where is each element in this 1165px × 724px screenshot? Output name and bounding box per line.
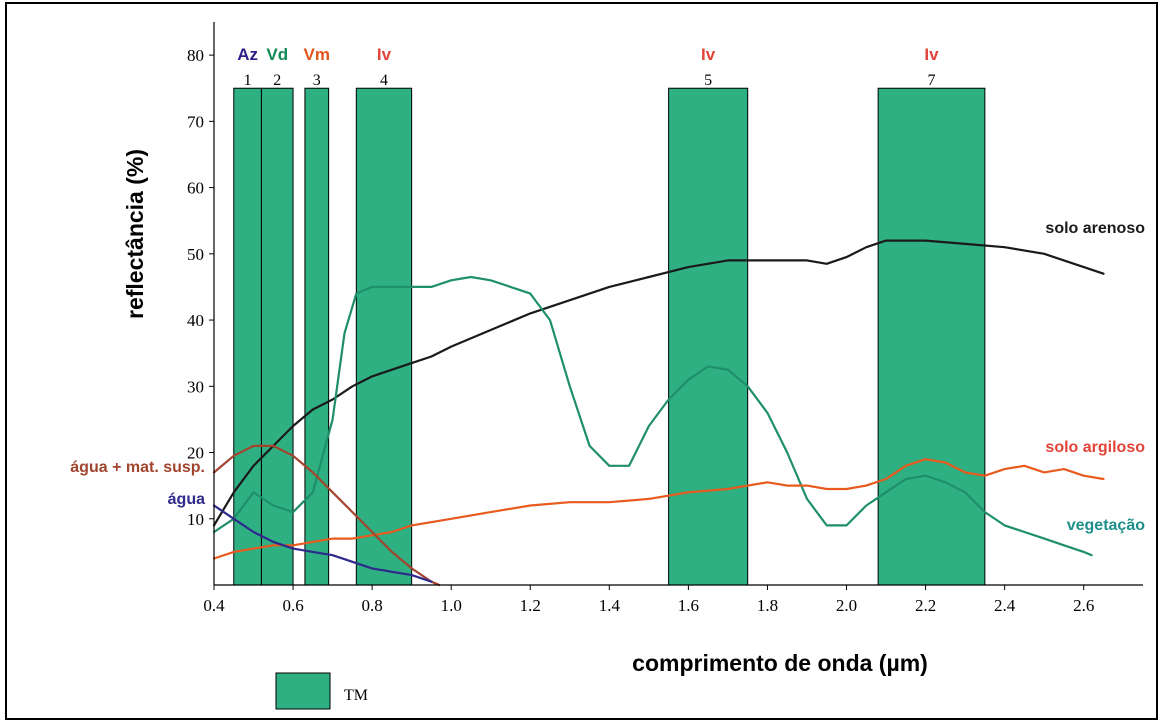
- x-tick-label: 1.2: [520, 596, 541, 615]
- x-tick-label: 0.4: [203, 596, 225, 615]
- x-tick-label: 1.4: [599, 596, 621, 615]
- axes-layer: [213, 22, 1143, 586]
- band-number-4: 4: [380, 72, 388, 89]
- y-tick-label: 50: [187, 245, 204, 264]
- tm-band-4: [355, 87, 413, 586]
- y-tick-label: 70: [187, 112, 204, 131]
- tm-band-7: [877, 87, 986, 586]
- band-number-2: 2: [273, 72, 281, 89]
- band-code-7: Iv: [924, 45, 939, 64]
- tm-band-3: [304, 87, 330, 586]
- y-tick-label: 60: [187, 179, 204, 198]
- band-code-1: Az: [237, 45, 258, 64]
- y-axis-label: reflectância (%): [122, 149, 148, 319]
- legend-label: TM: [344, 687, 368, 704]
- band-labels-layer: Az 1 Vd 2 Vm 3 Iv 4 Iv 5 Iv 7: [237, 45, 939, 89]
- series-line-vegetacao: [212, 275, 1093, 557]
- x-tick-label: 1.8: [757, 596, 778, 615]
- series-labels-layer: solo arenoso solo argiloso vegetação água +…: [70, 220, 1145, 534]
- bands-layer: [233, 87, 986, 586]
- x-tick-label: 0.6: [282, 596, 303, 615]
- y-tick-label: 30: [187, 377, 204, 396]
- band-code-5: Iv: [701, 45, 716, 64]
- band-code-2: Vd: [266, 45, 288, 64]
- series-label-agua-mat-susp: água + mat. susp.: [70, 459, 205, 476]
- x-tick-label: 2.4: [994, 596, 1016, 615]
- reflectance-chart: 0.4 0.6 0.8 1.0 1.2 1.4 1.6 1.8 2.0 2.2 2.4 2.6 10 20…: [70, 22, 1145, 710]
- series-label-solo-argiloso: solo argiloso: [1045, 439, 1145, 456]
- series-label-solo-arenoso: solo arenoso: [1045, 220, 1145, 237]
- legend-swatch: [275, 672, 331, 710]
- x-tick-label: 1.0: [441, 596, 462, 615]
- x-tick-label: 2.0: [836, 596, 857, 615]
- band-code-4: Iv: [377, 45, 392, 64]
- band-number-1: 1: [244, 72, 252, 89]
- y-tick-label: 10: [187, 510, 204, 529]
- y-tick-label: 40: [187, 311, 204, 330]
- x-tick-label: 1.6: [678, 596, 699, 615]
- ticks-layer: 0.4 0.6 0.8 1.0 1.2 1.4 1.6 1.8 2.0 2.2 2.4 2.6 10 20…: [187, 46, 1094, 615]
- series-label-vegetacao: vegetação: [1067, 517, 1145, 534]
- band-number-5: 5: [704, 72, 712, 89]
- series-label-agua: água: [168, 491, 205, 508]
- x-tick-label: 2.2: [915, 596, 936, 615]
- series-line-solo-argiloso: [212, 458, 1105, 560]
- x-tick-label: 0.8: [362, 596, 383, 615]
- series-line-agua: [212, 504, 433, 583]
- x-tick-label: 2.6: [1073, 596, 1094, 615]
- tm-band-5: [668, 87, 749, 586]
- band-number-3: 3: [313, 72, 321, 89]
- legend: TM: [275, 672, 368, 710]
- tm-band-1: [233, 87, 262, 586]
- y-tick-label: 80: [187, 46, 204, 65]
- chart-frame: 0.4 0.6 0.8 1.0 1.2 1.4 1.6 1.8 2.0 2.2 2.4 2.6 10 20…: [5, 2, 1158, 720]
- x-axis-label: comprimento de onda (µm): [632, 650, 928, 676]
- band-number-7: 7: [928, 72, 936, 89]
- series-line-solo-arenoso: [212, 239, 1105, 527]
- band-code-3: Vm: [304, 45, 330, 64]
- y-tick-label: 20: [187, 444, 204, 463]
- series-layer: [212, 239, 1105, 587]
- series-line-agua-mat-susp: [212, 444, 441, 587]
